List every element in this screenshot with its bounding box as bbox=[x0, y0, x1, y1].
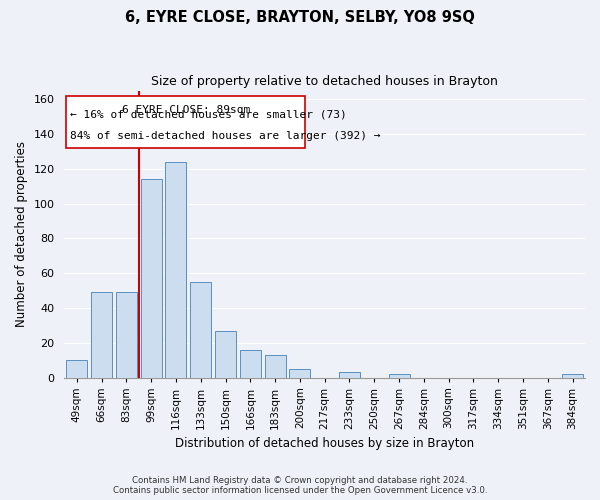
Bar bbox=[140, 180, 162, 378]
Bar bbox=[190, 282, 211, 378]
Bar bbox=[289, 369, 310, 378]
Bar bbox=[339, 372, 360, 378]
Y-axis label: Number of detached properties: Number of detached properties bbox=[15, 141, 28, 327]
Bar bbox=[66, 360, 88, 378]
Bar bbox=[389, 374, 410, 378]
Text: 6 EYRE CLOSE: 89sqm: 6 EYRE CLOSE: 89sqm bbox=[122, 104, 250, 115]
Bar bbox=[116, 292, 137, 378]
Bar bbox=[215, 330, 236, 378]
Bar bbox=[265, 355, 286, 378]
Text: 84% of semi-detached houses are larger (392) →: 84% of semi-detached houses are larger (… bbox=[70, 131, 380, 141]
Text: 6, EYRE CLOSE, BRAYTON, SELBY, YO8 9SQ: 6, EYRE CLOSE, BRAYTON, SELBY, YO8 9SQ bbox=[125, 10, 475, 25]
Bar bbox=[91, 292, 112, 378]
Bar bbox=[166, 162, 187, 378]
Bar bbox=[562, 374, 583, 378]
Bar bbox=[240, 350, 261, 378]
FancyBboxPatch shape bbox=[67, 96, 305, 148]
Title: Size of property relative to detached houses in Brayton: Size of property relative to detached ho… bbox=[151, 75, 498, 88]
Text: Contains HM Land Registry data © Crown copyright and database right 2024.
Contai: Contains HM Land Registry data © Crown c… bbox=[113, 476, 487, 495]
Text: ← 16% of detached houses are smaller (73): ← 16% of detached houses are smaller (73… bbox=[70, 110, 347, 120]
X-axis label: Distribution of detached houses by size in Brayton: Distribution of detached houses by size … bbox=[175, 437, 474, 450]
